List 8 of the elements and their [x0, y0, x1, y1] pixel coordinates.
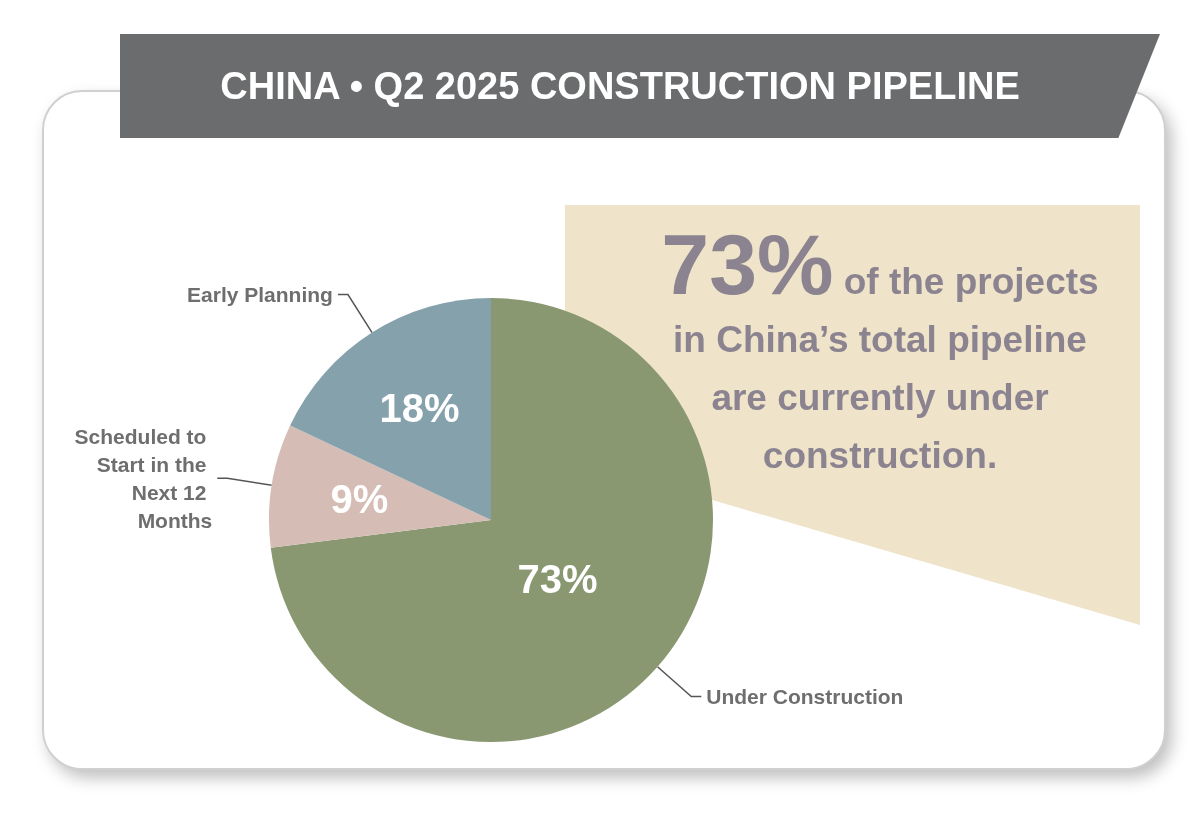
chart-title: CHINA • Q2 2025 CONSTRUCTION PIPELINE [219, 64, 1021, 109]
data-label: 9% [330, 477, 389, 522]
slice-label: Early Planning [187, 283, 333, 307]
text: 73% [517, 556, 598, 601]
slice-label: Under Construction [706, 685, 904, 709]
data-label: 18% [379, 385, 460, 430]
slice-label: Scheduled to Start in the Next 12 Months [74, 424, 213, 532]
data-label: 73% [661, 216, 834, 312]
